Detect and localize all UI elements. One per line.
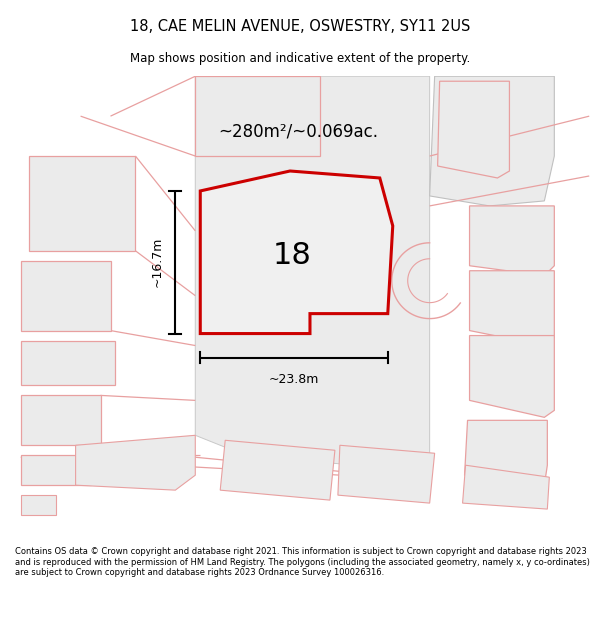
Polygon shape	[437, 81, 509, 178]
Text: 18, CAE MELIN AVENUE, OSWESTRY, SY11 2US: 18, CAE MELIN AVENUE, OSWESTRY, SY11 2US	[130, 19, 470, 34]
Polygon shape	[338, 445, 434, 503]
Text: ~280m²/~0.069ac.: ~280m²/~0.069ac.	[218, 122, 378, 140]
Text: 18: 18	[272, 241, 311, 270]
Polygon shape	[21, 341, 115, 386]
Polygon shape	[470, 336, 554, 418]
Text: Contains OS data © Crown copyright and database right 2021. This information is : Contains OS data © Crown copyright and d…	[15, 548, 590, 578]
Polygon shape	[470, 206, 554, 276]
Polygon shape	[470, 271, 554, 346]
Text: ~23.8m: ~23.8m	[269, 373, 319, 386]
Polygon shape	[463, 465, 550, 509]
Polygon shape	[29, 156, 136, 251]
Text: Map shows position and indicative extent of the property.: Map shows position and indicative extent…	[130, 52, 470, 65]
Polygon shape	[76, 435, 195, 490]
Polygon shape	[195, 76, 430, 470]
Polygon shape	[430, 76, 554, 206]
Text: ~16.7m: ~16.7m	[151, 237, 164, 288]
Polygon shape	[220, 440, 335, 500]
Polygon shape	[200, 171, 393, 334]
Polygon shape	[21, 396, 101, 445]
Polygon shape	[195, 76, 320, 156]
Polygon shape	[464, 421, 547, 485]
Polygon shape	[21, 495, 56, 515]
Polygon shape	[21, 261, 110, 331]
Polygon shape	[21, 455, 91, 485]
